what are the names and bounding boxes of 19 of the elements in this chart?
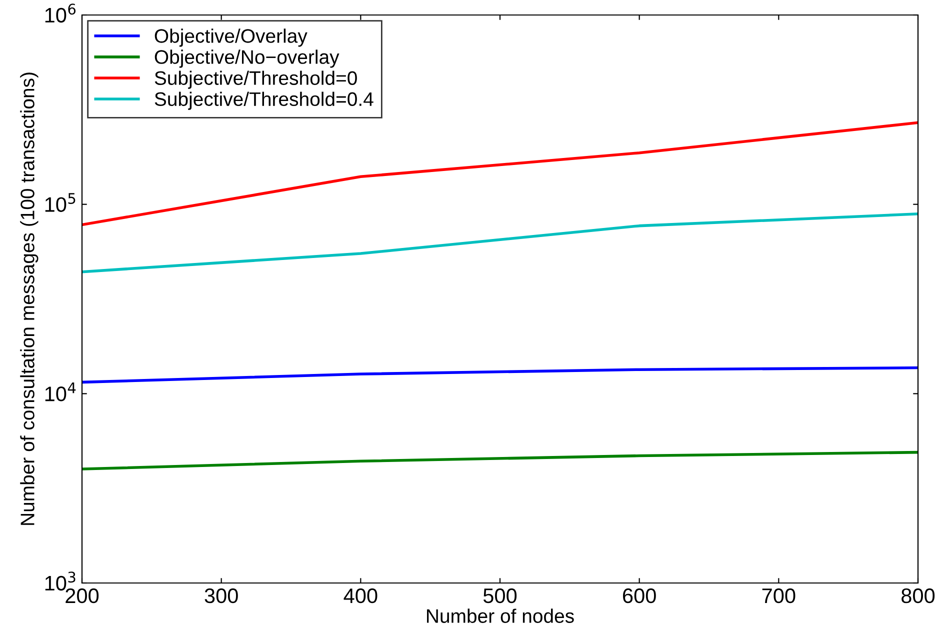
line-series [82,450,918,470]
x-tick-label: 600 [623,588,656,604]
x-tick-label: 800 [902,588,935,604]
x-axis-title: Number of nodes [427,608,574,623]
x-tick-label: 700 [762,588,796,604]
x-tick-label: 500 [483,588,517,604]
y-tick-label: 10$^{4}$ [45,382,76,402]
line-series [82,366,918,384]
legend-label: Objective/Overlay [154,28,308,47]
line-series [82,212,918,274]
y-tick-label: 10$^{6}$ [45,4,76,23]
y-axis-title: Number of consultation messages (100 transactions) [20,72,38,525]
line-series [82,121,918,226]
y-tick-label: 10$^{5}$ [45,193,76,212]
legend-label: Objective/No−overlay [154,50,340,68]
legend-label: Subjective/Threshold=0.4 [154,92,374,110]
x-tick-label: 400 [344,588,378,604]
legend-label: Subjective/Threshold=0 [154,70,357,89]
x-tick-label: 300 [204,588,238,604]
